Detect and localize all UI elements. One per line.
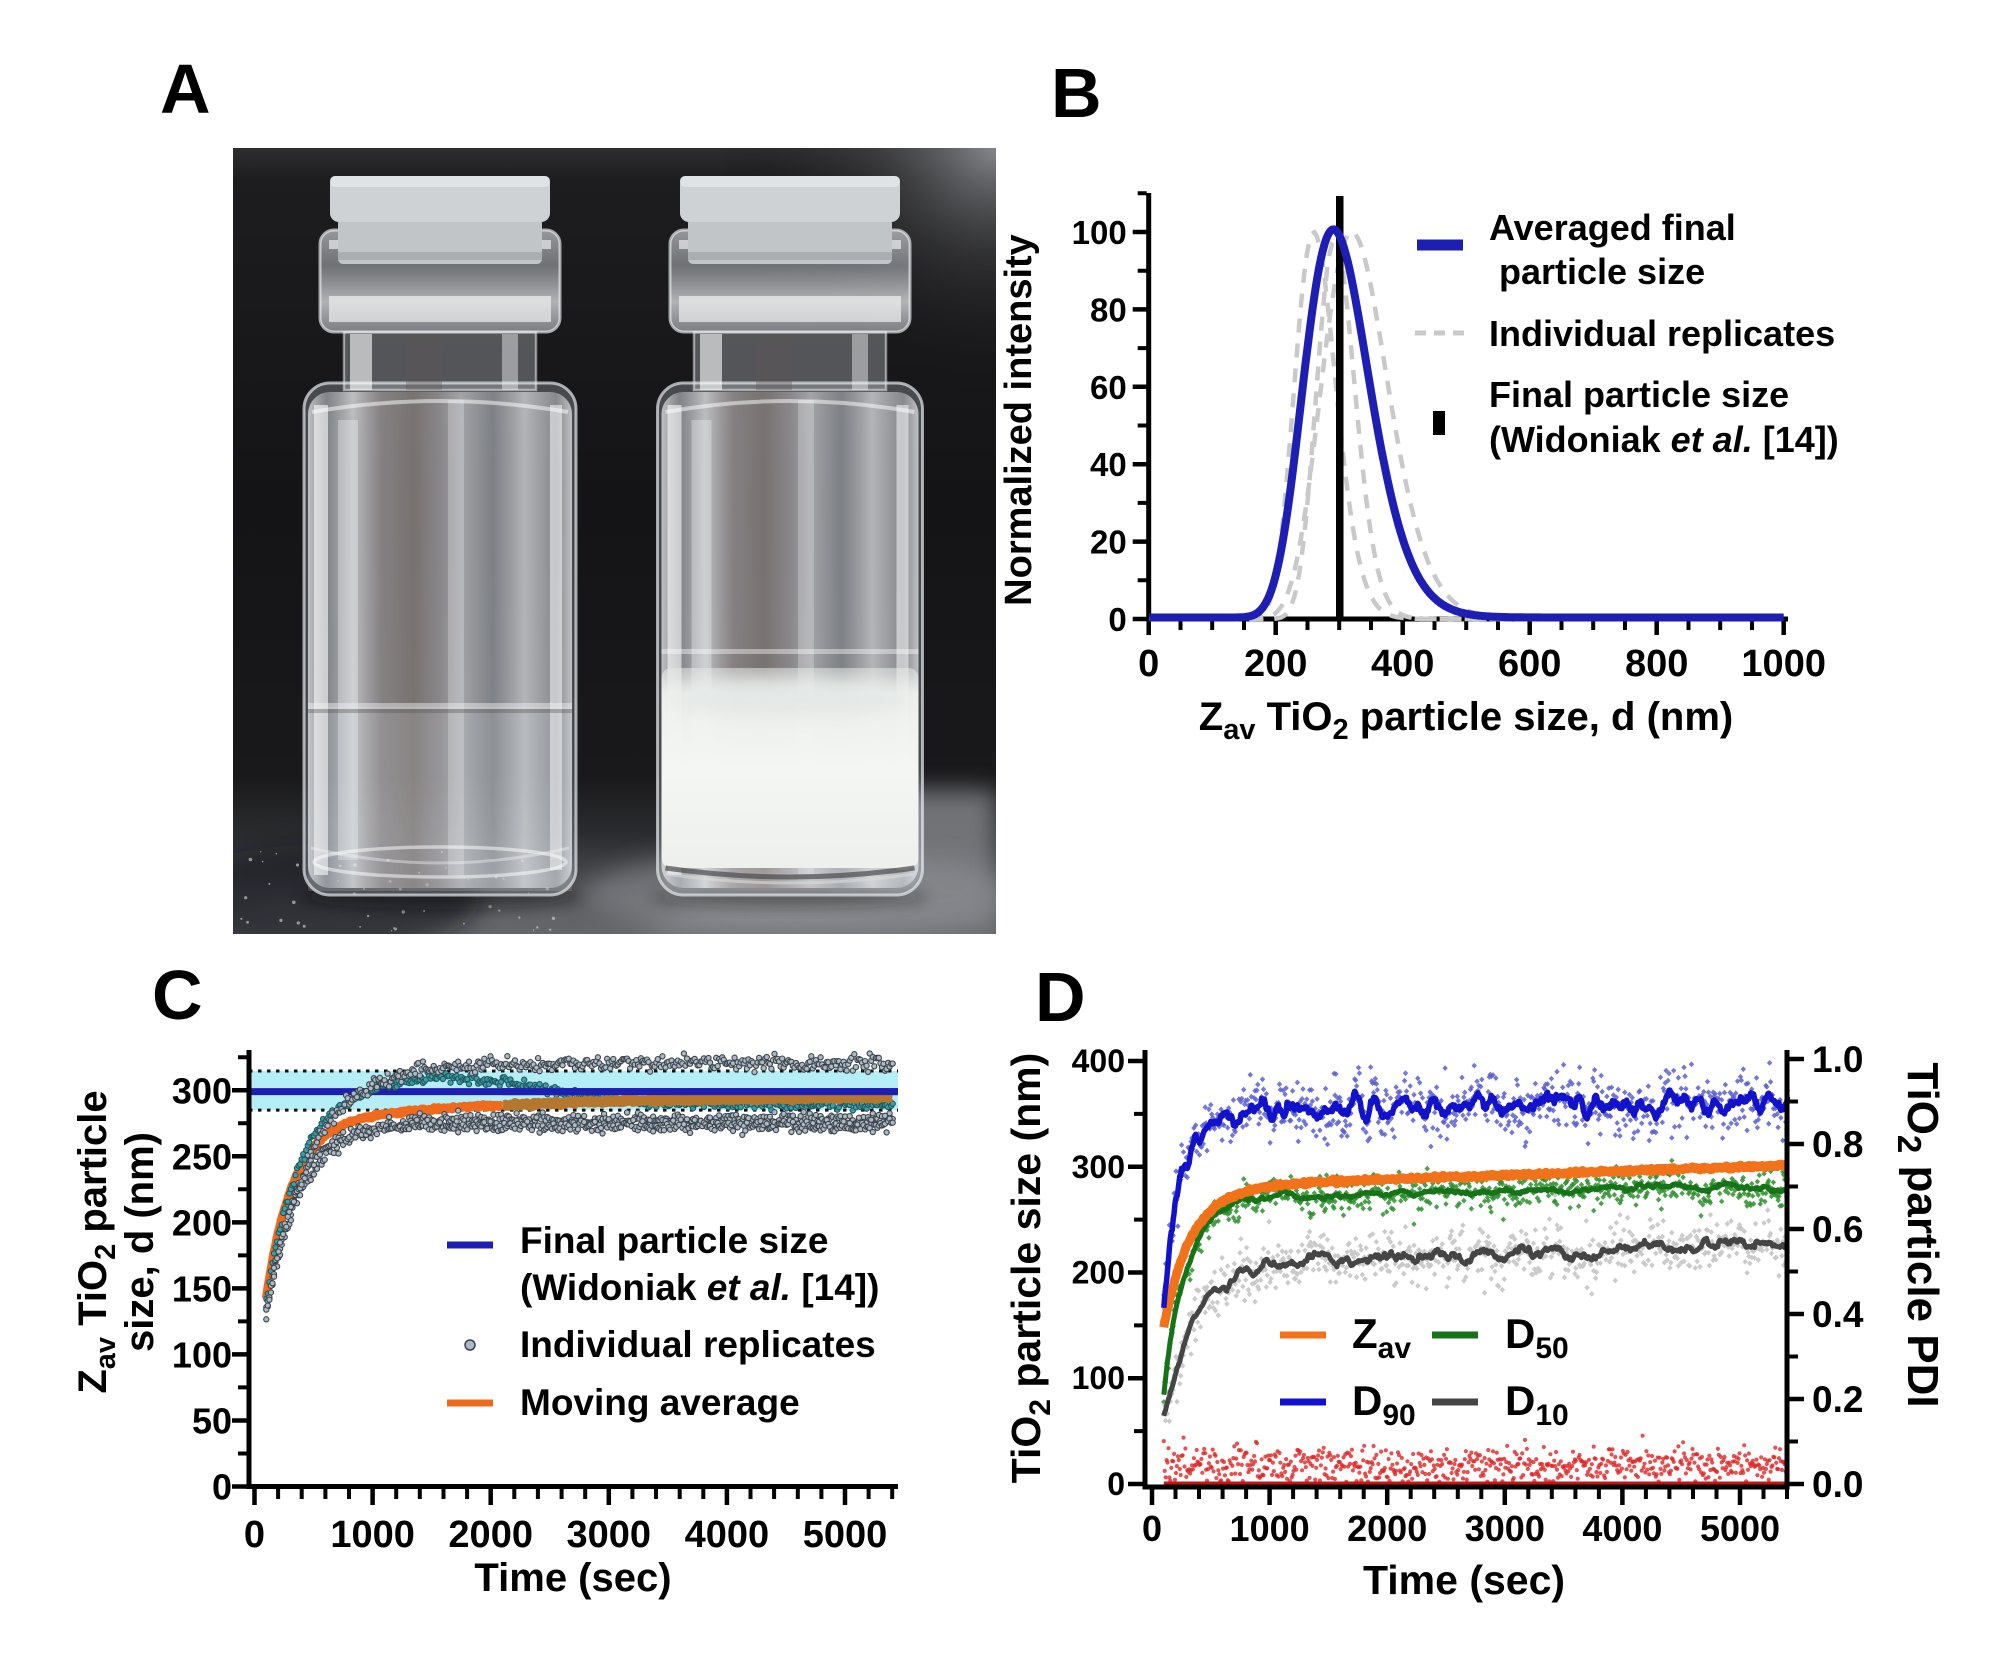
svg-text:0: 0 xyxy=(1107,1466,1125,1502)
svg-text:Individual replicates: Individual replicates xyxy=(520,1324,876,1365)
svg-text:20: 20 xyxy=(1090,524,1127,561)
svg-text:Time (sec): Time (sec) xyxy=(474,1556,671,1600)
svg-text:(Widoniak et al. [14]): (Widoniak et al. [14]) xyxy=(520,1267,879,1308)
svg-text:200: 200 xyxy=(172,1202,232,1243)
svg-text:0.6: 0.6 xyxy=(1812,1209,1863,1250)
svg-text:Individual replicates: Individual replicates xyxy=(1489,313,1835,354)
svg-text:50: 50 xyxy=(192,1401,232,1442)
svg-text:200: 200 xyxy=(1244,643,1307,685)
svg-text:0: 0 xyxy=(1138,643,1159,685)
svg-text:0: 0 xyxy=(1142,1508,1162,1549)
svg-text:4000: 4000 xyxy=(1582,1508,1662,1549)
svg-text:Final particle size: Final particle size xyxy=(520,1220,828,1261)
svg-text:80: 80 xyxy=(1090,291,1127,328)
svg-text:Normalized intensity: Normalized intensity xyxy=(998,234,1040,606)
svg-text:particle size: particle size xyxy=(1499,251,1705,292)
svg-text:5000: 5000 xyxy=(1700,1508,1780,1549)
svg-text:TiO2 particle size (nm): TiO2 particle size (nm) xyxy=(1003,1053,1057,1484)
svg-text:0: 0 xyxy=(212,1467,232,1508)
svg-text:2000: 2000 xyxy=(1347,1508,1427,1549)
svg-text:A: A xyxy=(160,50,211,128)
svg-text:0.2: 0.2 xyxy=(1812,1379,1863,1420)
svg-text:4000: 4000 xyxy=(685,1514,770,1556)
svg-text:1000: 1000 xyxy=(1230,1508,1310,1549)
svg-text:60: 60 xyxy=(1090,369,1127,406)
svg-text:Moving average: Moving average xyxy=(520,1382,800,1423)
svg-text:150: 150 xyxy=(172,1268,232,1309)
svg-text:1.0: 1.0 xyxy=(1812,1039,1863,1080)
svg-text:300: 300 xyxy=(172,1070,232,1111)
svg-text:C: C xyxy=(152,956,203,1034)
svg-text:(Widoniak et al. [14]): (Widoniak et al. [14]) xyxy=(1489,419,1839,460)
svg-text:0.0: 0.0 xyxy=(1812,1464,1863,1505)
svg-text:100: 100 xyxy=(1072,214,1127,251)
svg-text:0: 0 xyxy=(244,1514,265,1556)
svg-text:200: 200 xyxy=(1072,1255,1125,1291)
svg-text:3000: 3000 xyxy=(567,1514,652,1556)
svg-text:D: D xyxy=(1035,958,1086,1036)
svg-text:3000: 3000 xyxy=(1465,1508,1545,1549)
svg-text:100: 100 xyxy=(172,1334,232,1375)
svg-text:TiO2 particle PDI: TiO2 particle PDI xyxy=(1891,1062,1947,1407)
svg-text:0.4: 0.4 xyxy=(1812,1294,1864,1335)
svg-text:2000: 2000 xyxy=(448,1514,533,1556)
svg-text:0.8: 0.8 xyxy=(1812,1124,1863,1165)
svg-text:size, d (nm): size, d (nm) xyxy=(118,1132,162,1352)
svg-text:40: 40 xyxy=(1090,446,1127,483)
svg-text:Zav TiO2 particle size, d (nm): Zav TiO2 particle size, d (nm) xyxy=(1199,695,1733,746)
svg-text:Final particle size: Final particle size xyxy=(1489,374,1789,415)
svg-text:100: 100 xyxy=(1072,1360,1125,1396)
svg-text:300: 300 xyxy=(1072,1149,1125,1185)
svg-text:250: 250 xyxy=(172,1136,232,1177)
svg-text:600: 600 xyxy=(1498,643,1561,685)
svg-text:400: 400 xyxy=(1371,643,1434,685)
svg-text:B: B xyxy=(1051,54,1102,132)
svg-text:800: 800 xyxy=(1625,643,1688,685)
svg-text:0: 0 xyxy=(1108,601,1126,638)
svg-text:Averaged final: Averaged final xyxy=(1489,207,1736,248)
svg-text:1000: 1000 xyxy=(1741,643,1826,685)
svg-text:1000: 1000 xyxy=(330,1514,415,1556)
svg-text:5000: 5000 xyxy=(803,1514,888,1556)
svg-text:400: 400 xyxy=(1072,1043,1125,1079)
svg-text:Time (sec): Time (sec) xyxy=(1363,1557,1565,1603)
